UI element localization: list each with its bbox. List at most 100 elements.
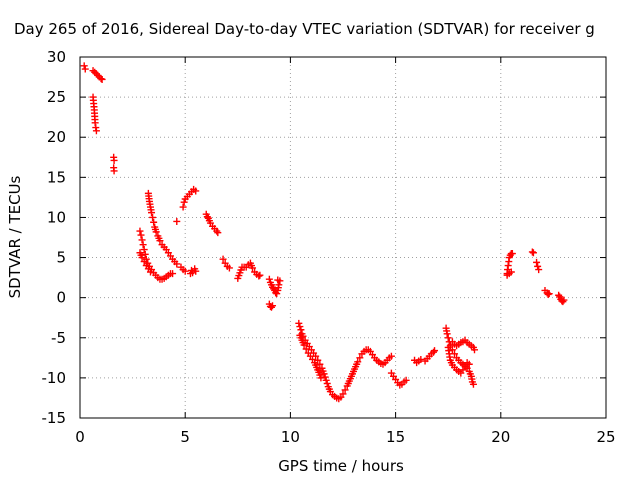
- data-point-plus: [249, 264, 257, 272]
- data-point-plus: [444, 334, 452, 342]
- data-point-plus: [508, 250, 516, 258]
- data-point-plus: [91, 68, 99, 76]
- data-point-plus: [322, 376, 330, 384]
- y-tick-label: -5: [51, 329, 66, 347]
- data-point-plus: [323, 380, 331, 388]
- x-tick-label: 0: [75, 428, 85, 446]
- data-point-plus: [341, 386, 349, 394]
- data-point-plus: [417, 355, 425, 363]
- data-point-plus: [219, 255, 227, 263]
- grid-lines: [80, 57, 606, 418]
- data-point-plus: [317, 374, 325, 382]
- data-point-plus: [528, 248, 536, 256]
- y-tick-label: 10: [47, 208, 66, 226]
- data-point-plus: [443, 330, 451, 338]
- data-point-plus: [529, 249, 537, 257]
- data-point-plus: [94, 71, 102, 79]
- data-point-plus: [98, 75, 106, 83]
- data-point-plus: [169, 270, 177, 278]
- data-point-plus: [269, 302, 277, 310]
- data-point-plus: [173, 260, 181, 268]
- y-tick-label: -15: [42, 409, 67, 427]
- data-point-plus: [110, 167, 118, 175]
- data-point-plus: [138, 254, 146, 262]
- x-tick-labels: 0 5 10 15 20 25: [75, 428, 615, 446]
- data-point-plus: [275, 281, 283, 289]
- data-point-plus: [448, 346, 456, 354]
- y-tick-label: 0: [56, 289, 66, 307]
- data-point-plus: [354, 358, 362, 366]
- data-point-plus: [295, 319, 303, 327]
- data-point-plus: [559, 298, 567, 306]
- data-point-plus: [89, 67, 97, 75]
- data-point-plus: [192, 187, 200, 195]
- data-point-plus: [141, 250, 149, 258]
- data-point-plus: [273, 290, 281, 298]
- y-tick-labels: -15 -10 -5 0 5 10 15 20 25 30: [42, 48, 67, 427]
- y-axis-title: SDTVAR / TECUs: [6, 175, 24, 298]
- y-tick-label: 20: [47, 128, 66, 146]
- data-point-plus: [140, 258, 148, 266]
- data-point-plus: [267, 303, 275, 311]
- x-tick-label: 10: [281, 428, 300, 446]
- data-point-plus: [136, 227, 144, 235]
- data-point-plus: [149, 213, 157, 221]
- data-point-plus: [152, 228, 160, 236]
- data-point-plus: [297, 326, 305, 334]
- data-point-plus: [213, 227, 221, 235]
- y-tick-label: -10: [42, 369, 67, 387]
- data-point-plus: [80, 62, 88, 70]
- data-point-plus: [544, 290, 552, 298]
- plot-frame: [79, 56, 607, 419]
- data-point-plus: [534, 262, 542, 270]
- x-tick-label: 5: [180, 428, 190, 446]
- data-point-plus: [92, 127, 100, 135]
- data-point-plus: [181, 267, 189, 275]
- data-point-plus: [321, 373, 329, 381]
- data-point-plus: [137, 231, 145, 239]
- data-point-plus: [140, 246, 148, 254]
- data-point-plus: [150, 218, 158, 226]
- data-point-plus: [339, 390, 347, 398]
- data-point-plus: [431, 347, 439, 355]
- data-point-plus: [560, 296, 568, 304]
- x-axis-title: GPS time / hours: [278, 457, 404, 475]
- y-tick-label: 15: [47, 168, 66, 186]
- data-points: [80, 62, 568, 403]
- data-point-plus: [469, 380, 477, 388]
- data-point-plus: [225, 264, 233, 272]
- data-point-plus: [535, 266, 543, 274]
- data-point-plus: [270, 285, 278, 293]
- data-point-plus: [471, 346, 478, 354]
- data-point-plus: [320, 370, 328, 378]
- data-point-plus: [255, 272, 263, 280]
- data-point-plus: [533, 258, 541, 266]
- data-point-plus: [302, 345, 310, 353]
- y-tick-label: 25: [47, 88, 66, 106]
- data-point-plus: [296, 323, 304, 331]
- data-point-plus: [81, 65, 89, 73]
- data-point-plus: [138, 236, 146, 244]
- data-point-plus: [316, 360, 324, 368]
- data-point-plus: [192, 267, 200, 275]
- data-point-plus: [555, 291, 563, 299]
- data-point-plus: [402, 376, 410, 384]
- data-point-plus: [180, 198, 188, 206]
- x-tick-label: 25: [596, 428, 615, 446]
- data-point-plus: [507, 268, 515, 276]
- data-point-plus: [146, 268, 154, 276]
- chart-title: Day 265 of 2016, Sidereal Day-to-day VTE…: [14, 20, 595, 38]
- data-point-plus: [459, 366, 467, 374]
- data-point-plus: [274, 276, 282, 284]
- data-point-plus: [203, 213, 211, 221]
- data-point-plus: [179, 203, 187, 211]
- x-tick-label: 20: [491, 428, 510, 446]
- data-point-plus: [110, 156, 118, 164]
- data-point-plus: [256, 271, 264, 279]
- data-point-plus: [429, 348, 437, 356]
- data-point-plus: [300, 341, 308, 349]
- data-point-plus: [97, 75, 105, 83]
- data-point-plus: [148, 209, 156, 217]
- data-point-plus: [214, 229, 222, 237]
- data-point-plus: [356, 354, 364, 362]
